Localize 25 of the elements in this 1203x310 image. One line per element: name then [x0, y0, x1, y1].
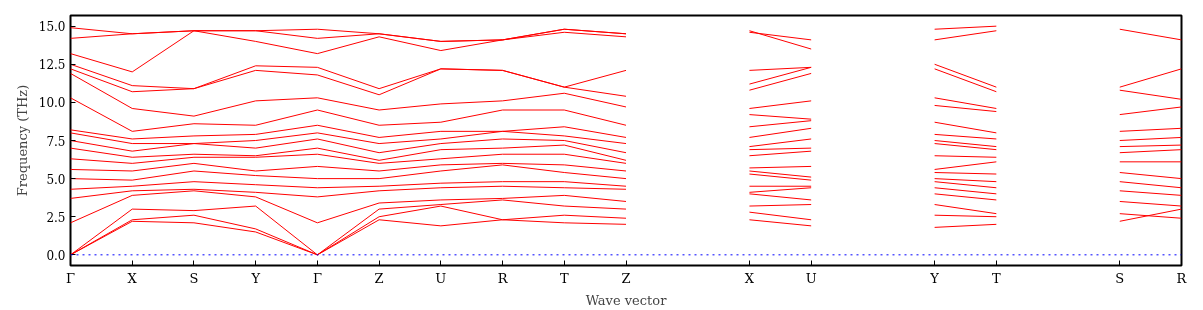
x-tick-label: Y	[929, 270, 940, 286]
y-tick-label: 15.0	[38, 20, 66, 35]
y-tick-label: 2.5	[46, 210, 66, 225]
y-tick-label: 5.0	[46, 172, 66, 187]
x-tick-label: R	[497, 270, 509, 286]
y-tick-label: 7.5	[46, 134, 66, 149]
x-tick-label: R	[1176, 270, 1188, 286]
y-tick-label: 12.5	[38, 58, 66, 73]
x-tick-label: S	[1115, 270, 1125, 286]
x-tick-label: T	[559, 270, 569, 286]
x-tick-label: X	[744, 270, 755, 286]
x-tick-label: T	[992, 270, 1001, 286]
x-tick-label: Y	[250, 270, 261, 286]
y-axis-title: Frequency (THz)	[14, 84, 30, 197]
x-tick-label: S	[189, 270, 199, 286]
y-tick-label: 10.0	[38, 96, 66, 111]
y-tick-label: 0.0	[46, 248, 66, 263]
x-tick-label: Γ	[312, 270, 322, 286]
x-tick-label: U	[805, 270, 817, 286]
x-tick-label: Γ	[65, 270, 76, 286]
x-tick-label: Z	[621, 270, 631, 286]
x-tick-label: Z	[374, 270, 384, 286]
x-tick-label: X	[127, 270, 138, 286]
x-tick-label: U	[435, 270, 447, 286]
x-axis-title: Wave vector	[585, 292, 668, 308]
